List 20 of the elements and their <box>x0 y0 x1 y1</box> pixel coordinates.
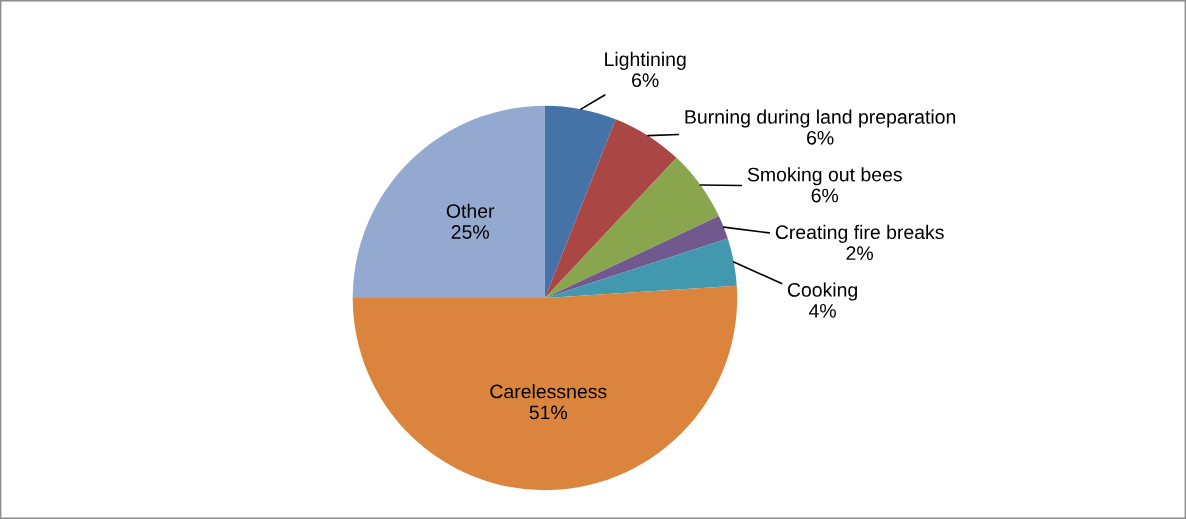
pie-slice <box>352 105 545 298</box>
data-label: 25% <box>451 225 489 239</box>
slice-label: Carelessness <box>490 384 607 399</box>
slice-label: Burning during land preparation <box>685 109 956 128</box>
data-label: 2% <box>846 246 873 260</box>
pie-slice <box>544 157 719 298</box>
slice-label: Other <box>446 203 495 218</box>
data-label: 6% <box>807 130 834 145</box>
slice-label: Lightining <box>605 51 686 70</box>
data-label: 4% <box>808 304 836 318</box>
pie-slice <box>544 238 737 298</box>
pie-slice <box>352 285 738 491</box>
data-label: 6% <box>811 188 839 203</box>
data-label: 51% <box>529 405 568 420</box>
slice-label: Smoking out bees <box>747 167 902 186</box>
slice-label: Creating fire breaks <box>775 224 944 243</box>
slice-label: Cooking <box>787 282 857 301</box>
pie-slice <box>544 119 677 298</box>
data-label: 6% <box>632 73 659 88</box>
pie-slice <box>544 105 616 298</box>
